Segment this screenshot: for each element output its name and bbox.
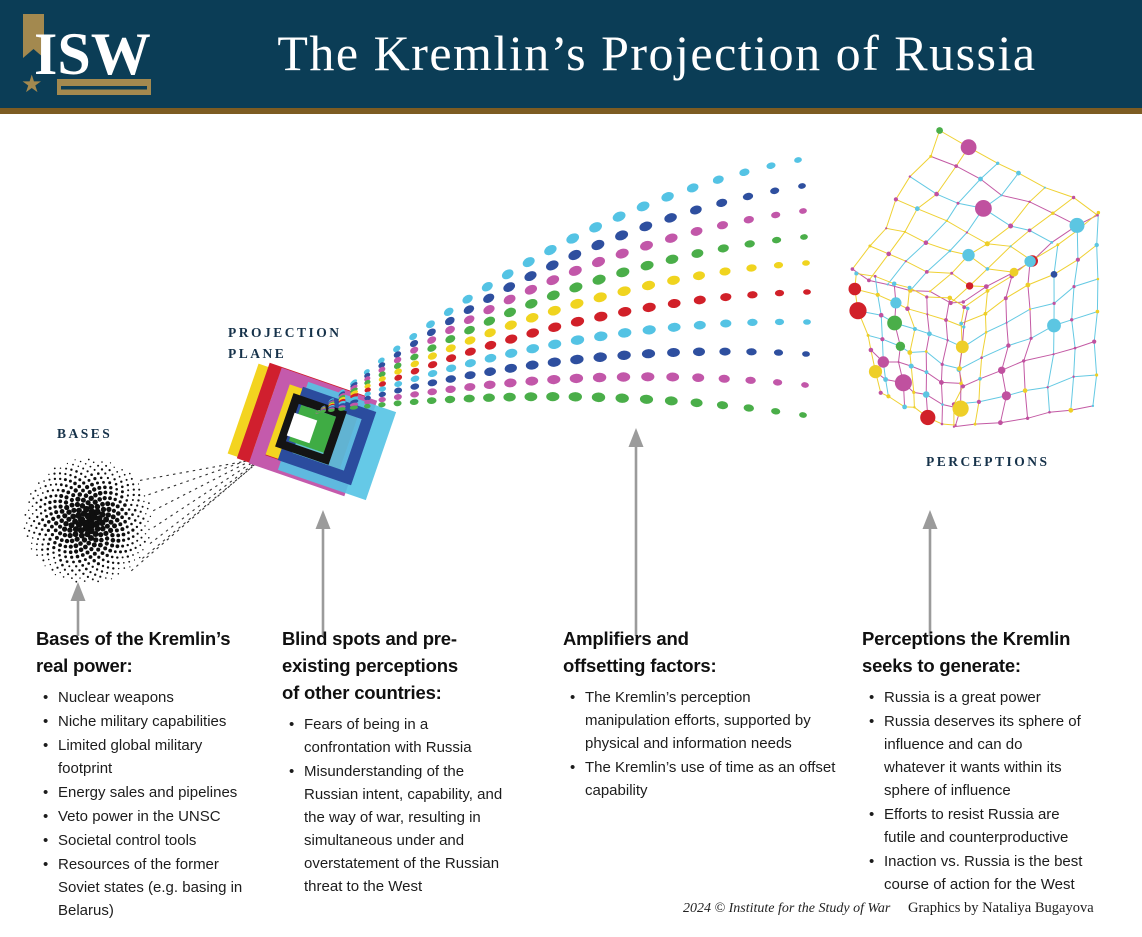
bullet-list: The Kremlin’s perception manipulation ef…	[563, 686, 838, 802]
bullet-item: Energy sales and pipelines	[36, 781, 258, 804]
up-arrow-2	[315, 510, 331, 636]
logo-bar-line	[61, 86, 147, 90]
page-title: The Kremlin’s Projection of Russia	[277, 25, 1037, 81]
bullet-item: Efforts to resist Russia are futile and …	[862, 803, 1086, 849]
perceptions-network	[848, 127, 1101, 428]
bullet-list: Russia is a great powerRussia deserves i…	[862, 686, 1086, 896]
column-bases-of-power: Bases of the Kremlin’s real power: Nucle…	[36, 625, 258, 923]
bases-label: BASES	[57, 426, 113, 441]
bullet-item: The Kremlin’s perception manipulation ef…	[563, 686, 838, 755]
column-heading: Bases of the Kremlin’s real power:	[36, 628, 231, 676]
column-heading: Blind spots and pre- existing perception…	[282, 628, 458, 703]
column-perceptions-generated: Perceptions the Kremlin seeks to generat…	[862, 625, 1086, 897]
bullet-item: Russia is a great power	[862, 686, 1086, 709]
bullet-list: Fears of being in a confrontation with R…	[282, 713, 514, 898]
logo-text: ISW	[34, 21, 151, 87]
bullet-item: Misunderstanding of the Russian intent, …	[282, 760, 514, 898]
bullet-item: Resources of the former Soviet states (e…	[36, 853, 258, 922]
bullet-list: Nuclear weaponsNiche military capabiliti…	[36, 686, 258, 922]
up-arrow-1	[70, 582, 86, 636]
bullet-item: Veto power in the UNSC	[36, 805, 258, 828]
column-blind-spots: Blind spots and pre- existing perception…	[282, 625, 514, 899]
column-amplifiers: Amplifiers and offsetting factors: The K…	[563, 625, 838, 803]
bullet-item: Fears of being in a confrontation with R…	[282, 713, 514, 759]
bullet-item: Niche military capabilities	[36, 710, 258, 733]
projection-plane-label: PROJECTION PLANE	[228, 325, 342, 361]
up-arrow-3	[628, 428, 644, 636]
bullet-item: The Kremlin’s use of time as an offset c…	[563, 756, 838, 802]
header-bar: ★ ISW The Kremlin’s Projection of Russia	[0, 0, 1142, 114]
perceptions-label: PERCEPTIONS	[926, 454, 1050, 469]
bases-sphere	[23, 458, 152, 583]
column-heading: Amplifiers and offsetting factors:	[563, 628, 717, 676]
bullet-item: Inaction vs. Russia is the best course o…	[862, 850, 1086, 896]
logo-star-icon: ★	[21, 70, 43, 98]
bullet-item: Societal control tools	[36, 829, 258, 852]
bullet-item: Limited global military footprint	[36, 734, 258, 780]
logo-ribbon	[23, 14, 44, 58]
projection-plane	[227, 362, 397, 501]
isw-logo: ★ ISW	[21, 14, 151, 98]
column-heading: Perceptions the Kremlin seeks to generat…	[862, 628, 1071, 676]
color-ray-fan	[315, 157, 811, 418]
bullet-item: Russia deserves its sphere of influence …	[862, 710, 1086, 802]
bullet-item: Nuclear weapons	[36, 686, 258, 709]
up-arrow-4	[922, 510, 938, 636]
graphics-credit: Graphics by Nataliya Bugayova	[908, 900, 1094, 916]
copyright-text: 2024 © Institute for the Study of War	[683, 901, 891, 916]
